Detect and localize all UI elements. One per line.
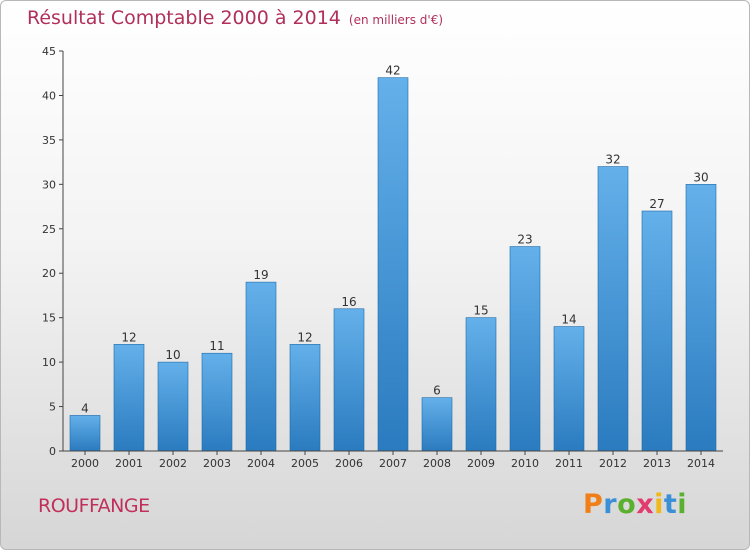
- brand-letter: x: [636, 489, 655, 520]
- bar-2004: [245, 281, 277, 452]
- y-tick-label-0: 0: [49, 445, 56, 458]
- brand-letter: i: [677, 489, 688, 520]
- y-tick-label-10: 10: [42, 356, 56, 369]
- bar-2002: [157, 361, 189, 452]
- x-tick-label-2008: 2008: [423, 457, 451, 470]
- brand-letter: t: [663, 489, 678, 520]
- y-tick-label-30: 30: [42, 178, 56, 191]
- x-tick-label-2014: 2014: [687, 457, 715, 470]
- x-tick-label-2011: 2011: [555, 457, 583, 470]
- x-tick-label-2009: 2009: [467, 457, 495, 470]
- y-tick-label-20: 20: [42, 267, 56, 280]
- y-tick-label-5: 5: [49, 401, 56, 414]
- bar-2012: [597, 166, 629, 452]
- bar-2010: [509, 246, 541, 452]
- value-label-2007: 42: [385, 64, 400, 78]
- x-tick-label-2013: 2013: [643, 457, 671, 470]
- bar-2000: [69, 415, 101, 452]
- bar-2001: [113, 344, 145, 452]
- x-tick-label-2001: 2001: [115, 457, 143, 470]
- bar-2006: [333, 308, 365, 452]
- x-tick-label-2002: 2002: [159, 457, 187, 470]
- bar-2005: [289, 344, 321, 452]
- value-label-2003: 11: [209, 339, 224, 353]
- value-label-2005: 12: [297, 330, 312, 344]
- x-tick-label-2012: 2012: [599, 457, 627, 470]
- proxiti-logo: Proxiti: [583, 489, 687, 520]
- bar-2011: [553, 326, 585, 452]
- brand-letter: P: [583, 489, 604, 520]
- value-label-2004: 19: [253, 268, 268, 282]
- brand-letter: o: [617, 489, 637, 520]
- x-tick-label-2006: 2006: [335, 457, 363, 470]
- value-label-2000: 4: [81, 401, 89, 415]
- chart-subtitle: (en milliers d'€): [348, 13, 444, 27]
- x-tick-label-2010: 2010: [511, 457, 539, 470]
- value-label-2011: 14: [561, 313, 576, 327]
- bar-2009: [465, 317, 497, 452]
- x-tick-label-2005: 2005: [291, 457, 319, 470]
- chart-title: Résultat Comptable 2000 à 2014: [27, 7, 341, 29]
- brand-letter: r: [603, 489, 618, 520]
- y-tick-label-40: 40: [42, 89, 56, 102]
- bar-2008: [421, 397, 453, 452]
- value-label-2008: 6: [433, 384, 441, 398]
- y-tick-label-35: 35: [42, 134, 56, 147]
- value-label-2001: 12: [121, 330, 136, 344]
- brand-letter: i: [654, 489, 664, 520]
- x-tick-label-2003: 2003: [203, 457, 231, 470]
- y-tick-label-25: 25: [42, 223, 56, 236]
- value-label-2013: 27: [649, 197, 664, 211]
- bar-2014: [685, 184, 717, 452]
- x-tick-label-2000: 2000: [71, 457, 99, 470]
- value-label-2009: 15: [473, 304, 488, 318]
- value-label-2002: 10: [165, 348, 180, 362]
- chart-title-block: Résultat Comptable 2000 à 2014 (en millie…: [27, 7, 443, 29]
- bar-2013: [641, 210, 673, 452]
- value-label-2006: 16: [341, 295, 356, 309]
- value-label-2014: 30: [693, 170, 708, 184]
- y-tick-label-15: 15: [42, 312, 56, 325]
- bar-2003: [201, 352, 233, 452]
- x-tick-label-2007: 2007: [379, 457, 407, 470]
- value-label-2010: 23: [517, 233, 532, 247]
- y-tick-label-45: 45: [42, 45, 56, 58]
- town-name: ROUFFANGE: [38, 495, 150, 517]
- x-tick-label-2004: 2004: [247, 457, 275, 470]
- bar-2007: [377, 77, 409, 452]
- value-label-2012: 32: [605, 153, 620, 167]
